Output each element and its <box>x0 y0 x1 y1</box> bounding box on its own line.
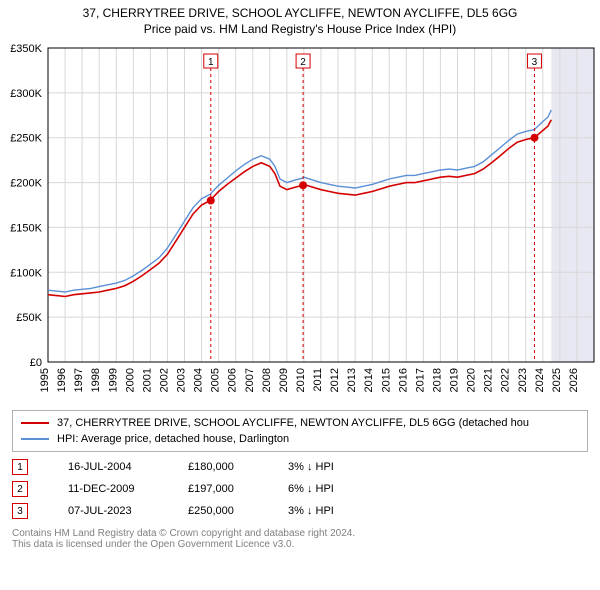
legend-item: 37, CHERRYTREE DRIVE, SCHOOL AYCLIFFE, N… <box>21 415 579 431</box>
xtick-label: 2025 <box>551 368 563 392</box>
sale-row-date: 11-DEC-2009 <box>68 483 188 495</box>
sales-table: 116-JUL-2004£180,0003% ↓ HPI211-DEC-2009… <box>12 456 588 522</box>
legend-item: HPI: Average price, detached house, Darl… <box>21 431 579 447</box>
footer-line: Contains HM Land Registry data © Crown c… <box>12 528 588 539</box>
xtick-label: 2005 <box>210 368 222 392</box>
xtick-label: 2018 <box>431 368 443 392</box>
ytick-label: £50K <box>16 312 42 324</box>
chart-container: 37, CHERRYTREE DRIVE, SCHOOL AYCLIFFE, N… <box>0 6 600 550</box>
xtick-label: 2009 <box>278 368 290 392</box>
xtick-label: 2002 <box>158 368 170 392</box>
xtick-label: 2011 <box>312 368 324 392</box>
sale-row-marker: 3 <box>12 503 28 519</box>
sales-row: 2 11-DEC-2009£197,0006% ↓ HPI <box>12 478 588 500</box>
xtick-label: 2026 <box>568 368 580 392</box>
attribution-footer: Contains HM Land Registry data © Crown c… <box>12 528 588 550</box>
series-price_paid <box>48 120 551 297</box>
xtick-label: 2023 <box>517 368 529 392</box>
sales-row: 3 07-JUL-2023£250,0003% ↓ HPI <box>12 500 588 522</box>
sale-row-price: £250,000 <box>188 505 288 517</box>
xtick-label: 2021 <box>483 368 495 392</box>
sale-row-date: 07-JUL-2023 <box>68 505 188 517</box>
xtick-label: 2006 <box>227 368 239 392</box>
xtick-label: 2000 <box>124 368 136 392</box>
line-chart: £0 £50K £100K £150K £200K £250K £300K £350K 1995… <box>0 42 600 402</box>
xtick-label: 1999 <box>107 368 119 392</box>
chart-subtitle: Price paid vs. HM Land Registry's House … <box>0 22 600 36</box>
xtick-label: 2004 <box>193 368 205 392</box>
sale-row-diff: 3% ↓ HPI <box>288 461 388 473</box>
xtick-label: 1998 <box>90 368 102 392</box>
xtick-label: 2010 <box>295 368 307 392</box>
legend-label: 37, CHERRYTREE DRIVE, SCHOOL AYCLIFFE, N… <box>57 417 529 429</box>
footer-line: This data is licensed under the Open Gov… <box>12 539 588 550</box>
ytick-label: £0 <box>30 357 42 369</box>
xtick-label: 2014 <box>363 368 375 392</box>
ytick-label: £150K <box>10 222 42 234</box>
sale-marker-number: 1 <box>208 57 214 68</box>
forecast-shade <box>551 48 594 362</box>
ytick-label: £300K <box>10 88 42 100</box>
xtick-label: 2008 <box>261 368 273 392</box>
legend-swatch <box>21 438 49 440</box>
xtick-label: 2012 <box>329 368 341 392</box>
xtick-label: 2020 <box>466 368 478 392</box>
xtick-label: 2003 <box>176 368 188 392</box>
sale-row-diff: 6% ↓ HPI <box>288 483 388 495</box>
xtick-label: 1995 <box>39 368 51 392</box>
sale-row-marker: 1 <box>12 459 28 475</box>
xtick-label: 1996 <box>56 368 68 392</box>
xtick-label: 2024 <box>534 368 546 392</box>
sale-marker-dot <box>530 134 538 142</box>
chart-title: 37, CHERRYTREE DRIVE, SCHOOL AYCLIFFE, N… <box>0 6 600 20</box>
sale-row-marker: 2 <box>12 481 28 497</box>
legend-swatch <box>21 422 49 424</box>
xtick-label: 2022 <box>500 368 512 392</box>
xtick-label: 2017 <box>414 368 426 392</box>
sale-row-price: £197,000 <box>188 483 288 495</box>
ytick-label: £350K <box>10 43 42 55</box>
sale-marker-number: 2 <box>300 57 306 68</box>
sale-marker-dot <box>207 197 215 205</box>
sale-row-price: £180,000 <box>188 461 288 473</box>
xtick-label: 2013 <box>346 368 358 392</box>
xtick-label: 2001 <box>141 368 153 392</box>
legend: 37, CHERRYTREE DRIVE, SCHOOL AYCLIFFE, N… <box>12 410 588 452</box>
xtick-label: 1997 <box>73 368 85 392</box>
xtick-label: 2015 <box>380 368 392 392</box>
ytick-label: £100K <box>10 267 42 279</box>
sale-row-diff: 3% ↓ HPI <box>288 505 388 517</box>
sale-marker-number: 3 <box>532 57 538 68</box>
xtick-label: 2016 <box>397 368 409 392</box>
sale-row-date: 16-JUL-2004 <box>68 461 188 473</box>
sales-row: 1 16-JUL-2004£180,0003% ↓ HPI <box>12 456 588 478</box>
xtick-label: 2007 <box>244 368 256 392</box>
xtick-label: 2019 <box>449 368 461 392</box>
ytick-label: £200K <box>10 178 42 190</box>
legend-label: HPI: Average price, detached house, Darl… <box>57 433 289 445</box>
sale-marker-dot <box>299 181 307 189</box>
ytick-label: £250K <box>10 133 42 145</box>
